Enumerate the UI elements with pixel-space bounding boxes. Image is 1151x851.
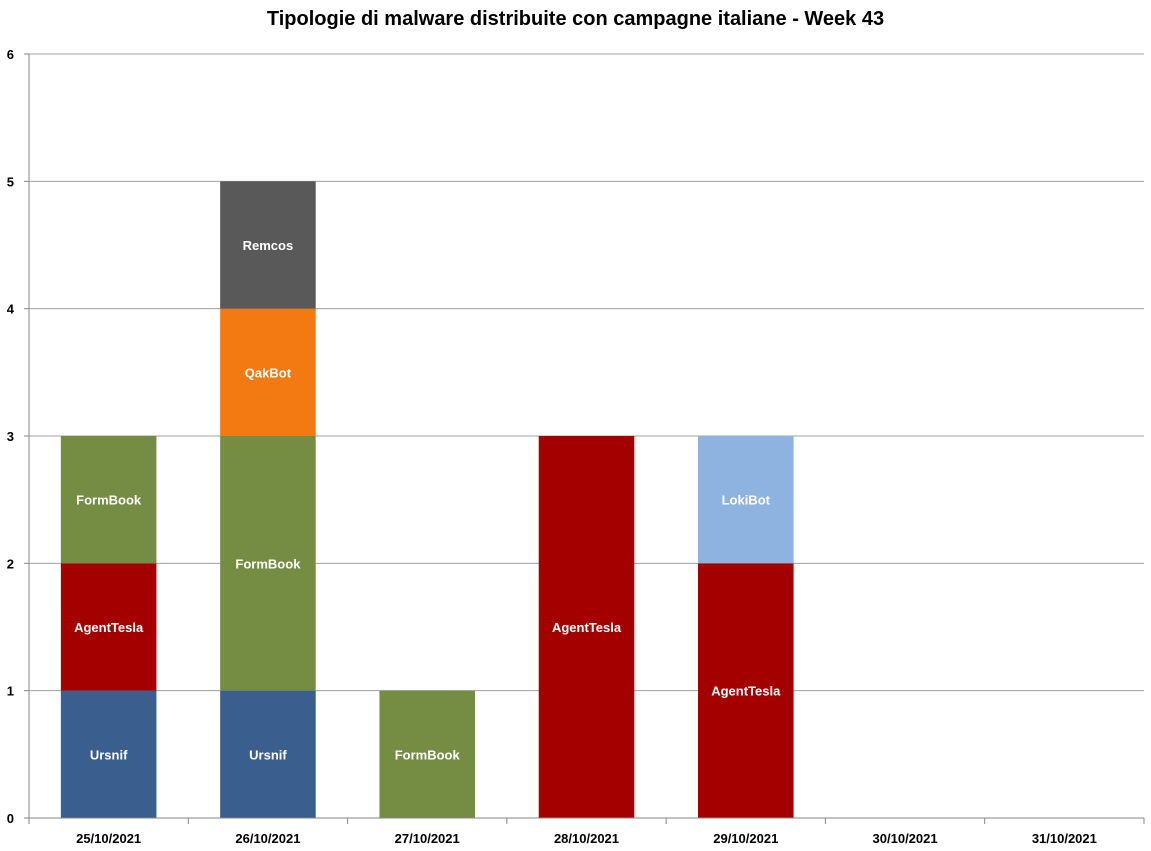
bar-segment xyxy=(60,436,157,564)
y-tick-label: 6 xyxy=(7,47,14,62)
bar-segment xyxy=(220,181,316,309)
bar-segment xyxy=(60,563,157,691)
bar-segment-label: Ursnif xyxy=(249,747,287,762)
bar-segment-label: AgentTesla xyxy=(74,620,144,635)
y-tick-label: 4 xyxy=(7,302,15,317)
bars xyxy=(60,181,794,818)
y-tick-label: 1 xyxy=(7,684,14,699)
x-tick-label: 29/10/2021 xyxy=(713,831,778,846)
x-tick-label: 30/10/2021 xyxy=(873,831,938,846)
bar-segment xyxy=(698,563,794,818)
bar-segment xyxy=(698,436,794,564)
bar-segment xyxy=(538,436,635,818)
bar-segment xyxy=(220,690,316,818)
x-tick-label: 25/10/2021 xyxy=(76,831,141,846)
x-tick-label: 28/10/2021 xyxy=(554,831,619,846)
bar-segment-label: Remcos xyxy=(243,238,294,253)
y-tick-label: 5 xyxy=(7,174,14,189)
bar-segment-label: LokiBot xyxy=(722,493,771,508)
axes xyxy=(24,53,1145,824)
y-tick-label: 3 xyxy=(7,429,14,444)
bar-segment xyxy=(220,308,316,436)
bar-segment-label: QakBot xyxy=(245,365,292,380)
x-tick-label: 26/10/2021 xyxy=(235,831,300,846)
y-tick-label: 0 xyxy=(7,811,14,826)
bar-segment-label: AgentTesla xyxy=(552,620,622,635)
bar-segment-label: FormBook xyxy=(76,493,142,508)
labels: 0 1 2 3 4 5 6 Ursnif AgentTesla FormBook Ursnif For… xyxy=(7,47,1097,846)
bar-segment-label: FormBook xyxy=(235,556,301,571)
x-tick-label: 31/10/2021 xyxy=(1032,831,1097,846)
bar-segment xyxy=(220,436,316,691)
bar-segment-label: Ursnif xyxy=(90,747,128,762)
bar-segment-label: FormBook xyxy=(395,747,461,762)
bar-segment-label: AgentTesla xyxy=(711,684,781,699)
bar-segment xyxy=(379,690,475,818)
y-tick-label: 2 xyxy=(7,556,14,571)
chart-title: Tipologie di malware distribuite con cam… xyxy=(266,8,885,30)
x-tick-label: 27/10/2021 xyxy=(395,831,460,846)
bar-segment xyxy=(60,690,157,818)
